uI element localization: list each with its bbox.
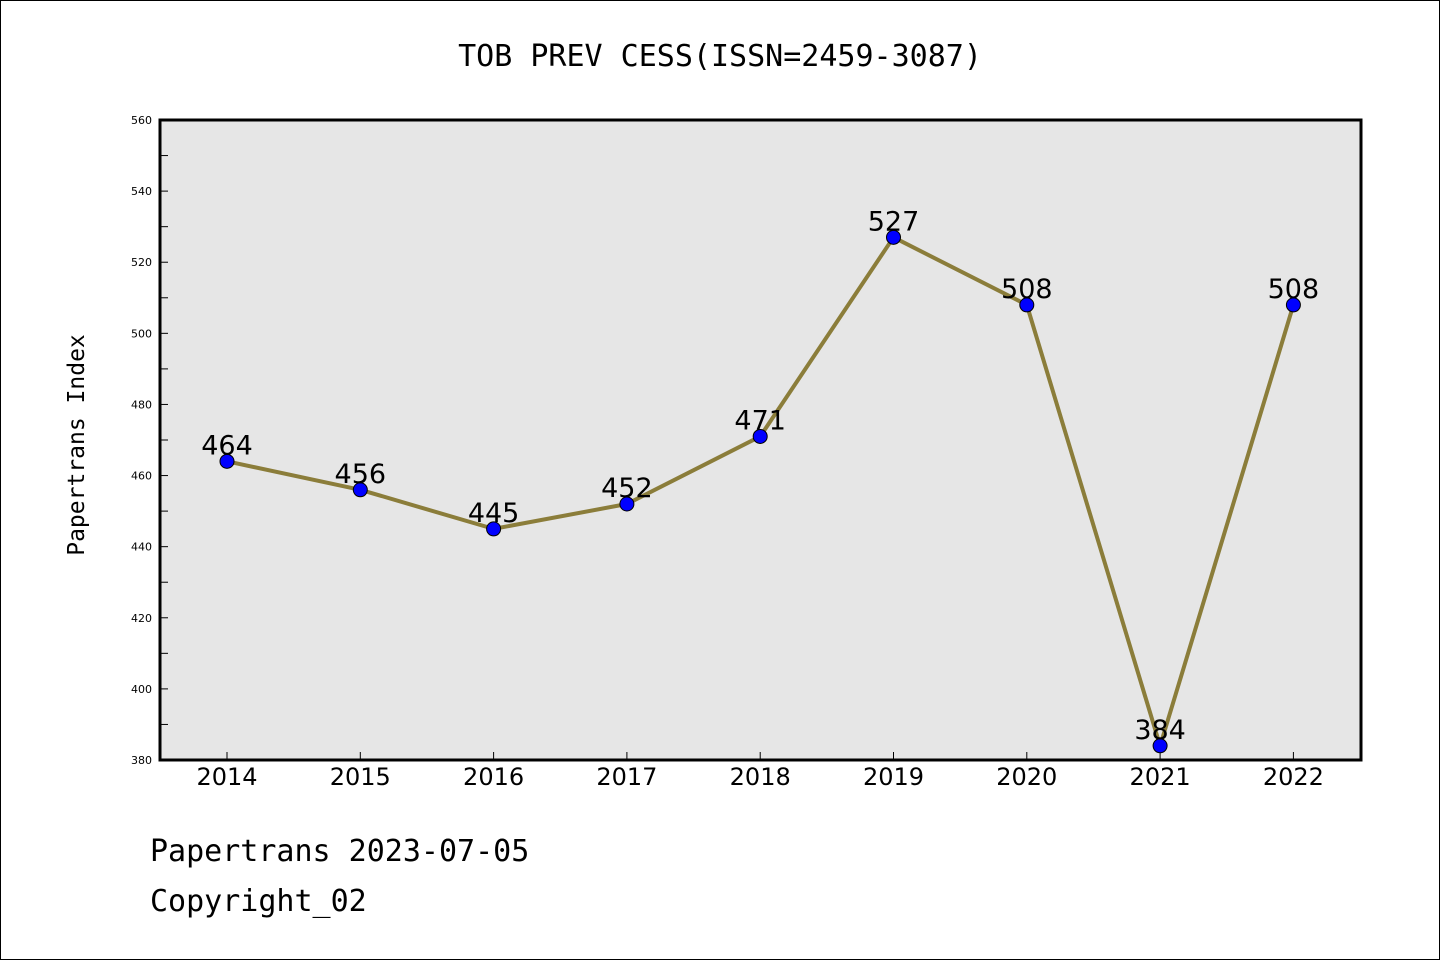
data-point [1019,297,1035,313]
x-tick-label: 2017 [596,763,657,791]
y-tick-label: 560 [131,114,152,127]
data-label: 384 [1134,715,1186,746]
y-tick-label: 540 [131,185,152,198]
data-point [752,428,768,444]
data-point [619,496,635,512]
data-point [1285,297,1301,313]
data-point [486,521,502,537]
y-axis-label: Papertrans Index [64,334,90,556]
data-point [1152,738,1168,754]
data-point [219,453,235,469]
footer-copyright: Copyright_02 [150,884,367,919]
data-label: 508 [1001,274,1053,305]
y-tick-label: 440 [131,541,152,554]
data-label: 471 [734,405,786,436]
y-tick-label: 480 [131,398,152,411]
x-tick-label: 2022 [1263,763,1324,791]
y-tick-label: 460 [131,470,152,483]
plot-frame [158,118,1363,762]
y-tick-label: 380 [131,754,152,767]
y-tick-label: 500 [131,327,152,340]
data-point [886,229,901,245]
x-tick-label: 2015 [330,763,391,791]
chart-title: TOB PREV CESS(ISSN=2459-3087) [458,39,982,74]
series-layer [219,229,1301,754]
x-tick-label: 2014 [196,763,257,791]
footer-date: Papertrans 2023-07-05 [150,834,530,869]
y-tick-label: 400 [131,683,152,696]
x-tick-label: 2021 [1130,763,1191,791]
x-tick-label: 2018 [730,763,791,791]
data-label: 508 [1268,274,1320,305]
data-label: 464 [201,430,253,461]
y-axis: 380 400 420 440 460 480 500 520 540 560 [131,114,168,767]
y-tick-label: 420 [131,612,152,625]
x-tick-label: 2019 [863,763,924,791]
x-tick-label: 2020 [996,763,1057,791]
x-tick-label: 2016 [463,763,524,791]
data-label: 527 [868,206,920,237]
data-label: 445 [468,498,520,529]
data-point [352,482,368,498]
y-tick-label: 520 [131,256,152,269]
data-label: 456 [335,459,387,490]
data-label: 452 [601,473,653,504]
data-labels: 464 456 445 452 471 527 508 384 508 [201,206,1319,745]
x-axis: 2014 2015 2016 2017 2018 2019 2020 2021 2022 [196,752,1324,791]
